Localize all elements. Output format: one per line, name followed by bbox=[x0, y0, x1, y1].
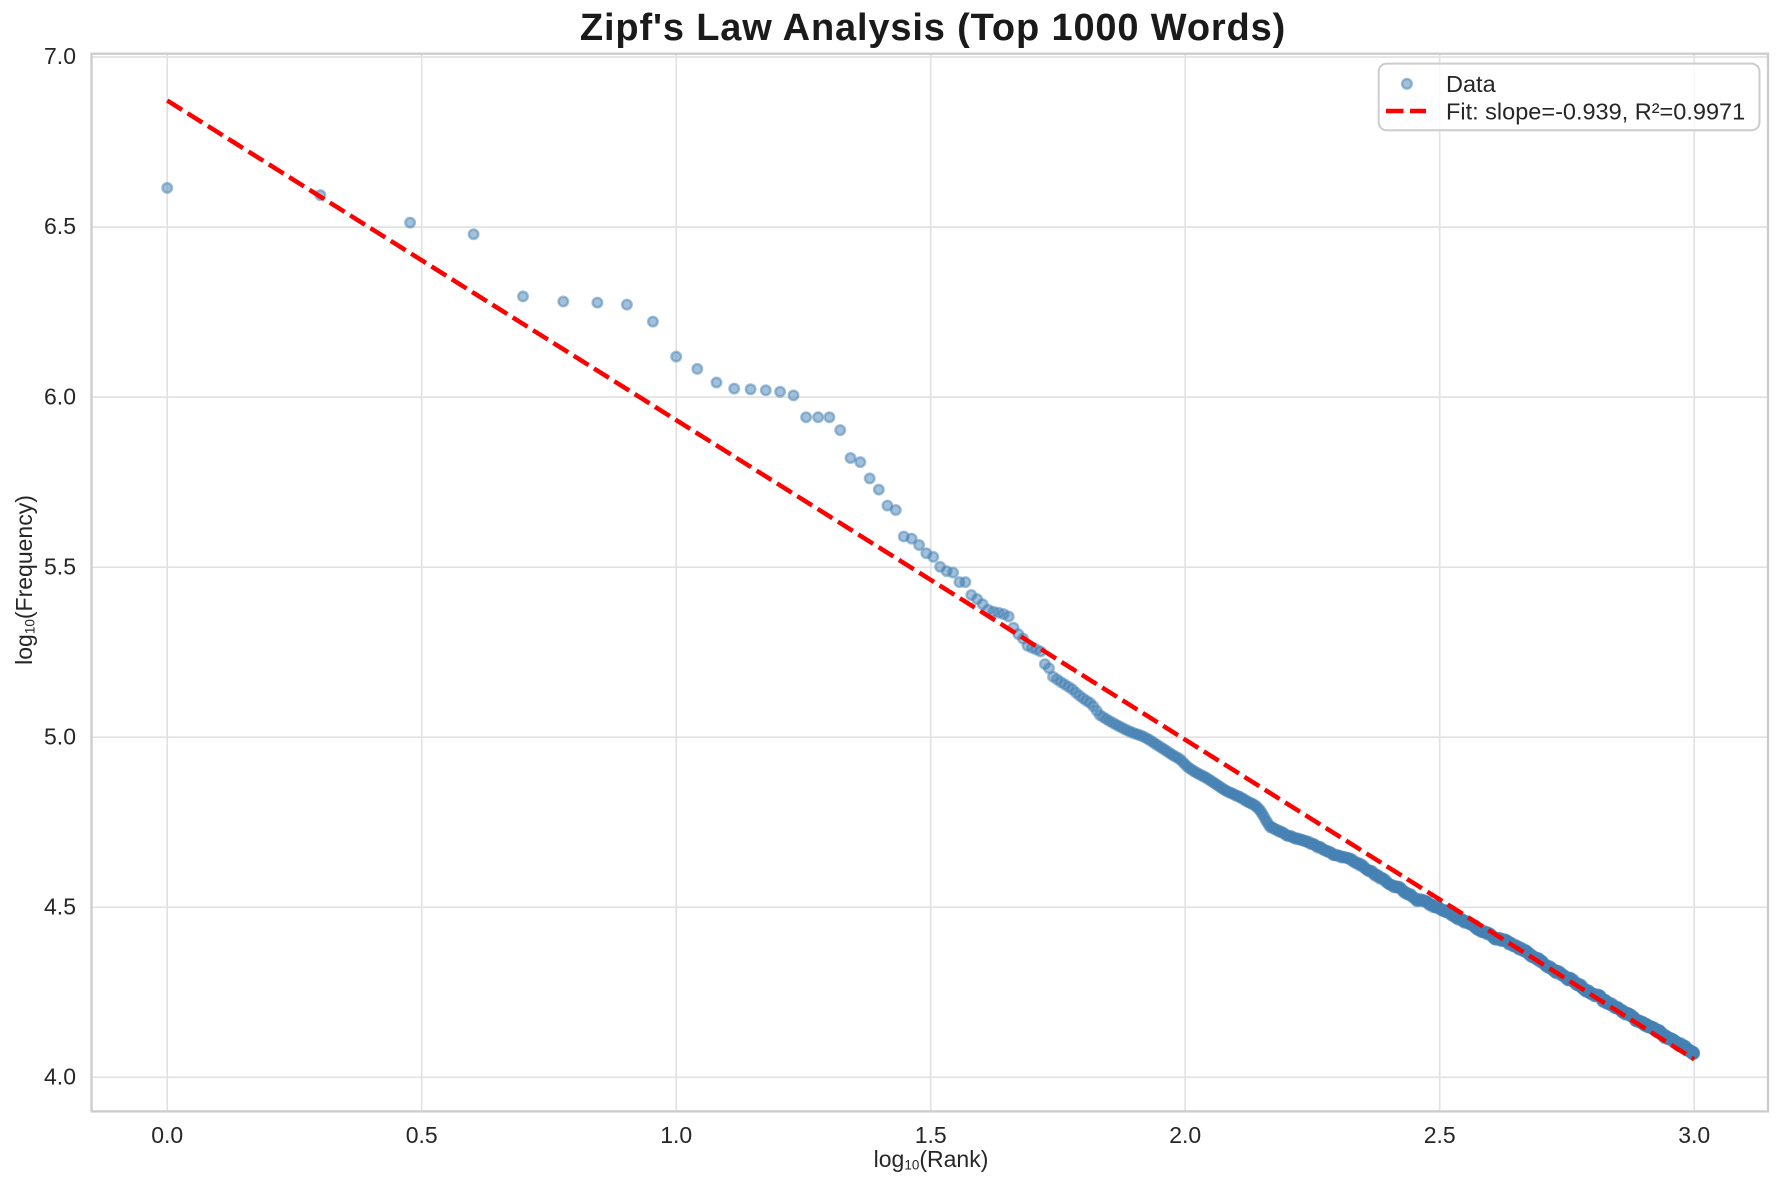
svg-text:7.0: 7.0 bbox=[44, 43, 76, 69]
svg-text:Data: Data bbox=[1446, 71, 1497, 97]
svg-text:3.0: 3.0 bbox=[1678, 1122, 1710, 1148]
svg-text:2.5: 2.5 bbox=[1424, 1122, 1456, 1148]
svg-text:Fit: slope=-0.939, R²=0.9971: Fit: slope=-0.939, R²=0.9971 bbox=[1446, 99, 1745, 125]
svg-text:5.5: 5.5 bbox=[44, 553, 76, 579]
svg-text:0.5: 0.5 bbox=[406, 1122, 438, 1148]
svg-text:0.0: 0.0 bbox=[151, 1122, 183, 1148]
svg-text:1.0: 1.0 bbox=[660, 1122, 692, 1148]
svg-text:4.5: 4.5 bbox=[44, 894, 76, 920]
svg-text:4.0: 4.0 bbox=[44, 1064, 76, 1090]
svg-text:6.0: 6.0 bbox=[44, 383, 76, 409]
svg-text:Zipf's Law Analysis (Top 1000: Zipf's Law Analysis (Top 1000 Words) bbox=[580, 7, 1286, 49]
svg-text:2.0: 2.0 bbox=[1169, 1122, 1201, 1148]
svg-text:log10(Rank): log10(Rank) bbox=[874, 1146, 989, 1173]
svg-text:1.5: 1.5 bbox=[915, 1122, 947, 1148]
svg-text:5.0: 5.0 bbox=[44, 723, 76, 749]
svg-text:log10(Frequency): log10(Frequency) bbox=[11, 495, 38, 665]
svg-text:6.5: 6.5 bbox=[44, 213, 76, 239]
